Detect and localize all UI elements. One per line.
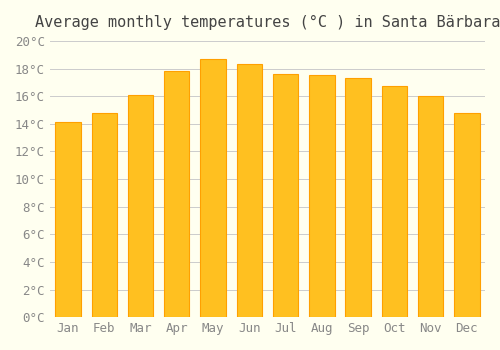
Bar — [346, 78, 371, 317]
Bar — [164, 71, 190, 317]
Bar — [454, 113, 479, 317]
Bar — [309, 76, 334, 317]
Bar — [92, 113, 117, 317]
Bar — [56, 122, 80, 317]
Bar — [382, 86, 407, 317]
Bar — [128, 95, 153, 317]
Bar — [273, 74, 298, 317]
Bar — [200, 59, 226, 317]
Bar — [418, 96, 444, 317]
Title: Average monthly temperatures (°C ) in Santa Bärbara: Average monthly temperatures (°C ) in Sa… — [34, 15, 500, 30]
Bar — [236, 64, 262, 317]
